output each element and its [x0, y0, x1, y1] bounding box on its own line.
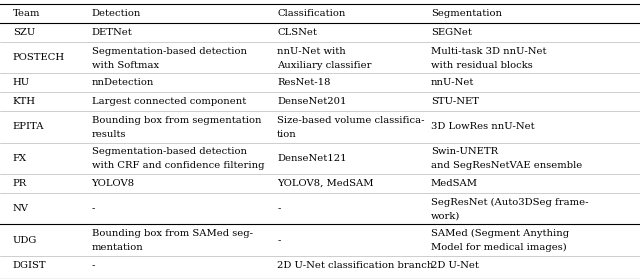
Text: with residual blocks: with residual blocks — [431, 61, 532, 70]
Text: Classification: Classification — [277, 9, 346, 18]
Text: 3D LowRes nnU-Net: 3D LowRes nnU-Net — [431, 122, 534, 131]
Text: DenseNet201: DenseNet201 — [277, 97, 347, 106]
Text: SZU: SZU — [13, 28, 35, 37]
Text: KTH: KTH — [13, 97, 36, 106]
Text: -: - — [92, 204, 95, 213]
Text: 2D U-Net: 2D U-Net — [431, 261, 479, 270]
Text: Size-based volume classifica-: Size-based volume classifica- — [277, 116, 424, 125]
Text: Segmentation: Segmentation — [431, 9, 502, 18]
Text: with CRF and confidence filtering: with CRF and confidence filtering — [92, 162, 264, 170]
Text: FX: FX — [13, 154, 27, 163]
Text: EPITA: EPITA — [13, 122, 44, 131]
Text: 2D U-Net classification branch: 2D U-Net classification branch — [277, 261, 433, 270]
Text: DETNet: DETNet — [92, 28, 132, 37]
Text: UDG: UDG — [13, 236, 37, 245]
Text: YOLOV8: YOLOV8 — [92, 179, 134, 188]
Text: work): work) — [431, 212, 460, 221]
Text: STU-NET: STU-NET — [431, 97, 479, 106]
Text: MedSAM: MedSAM — [431, 179, 477, 188]
Text: SegResNet (Auto3DSeg frame-: SegResNet (Auto3DSeg frame- — [431, 198, 588, 207]
Text: and SegResNetVAE ensemble: and SegResNetVAE ensemble — [431, 162, 582, 170]
Text: Team: Team — [13, 9, 40, 18]
Text: nnDetection: nnDetection — [92, 78, 154, 87]
Text: Bounding box from segmentation: Bounding box from segmentation — [92, 116, 261, 125]
Text: -: - — [277, 236, 280, 245]
Text: CLSNet: CLSNet — [277, 28, 317, 37]
Text: DenseNet121: DenseNet121 — [277, 154, 347, 163]
Text: SEGNet: SEGNet — [431, 28, 472, 37]
Text: results: results — [92, 130, 126, 139]
Text: nnU-Net: nnU-Net — [431, 78, 474, 87]
Text: Model for medical images): Model for medical images) — [431, 243, 566, 252]
Text: Multi-task 3D nnU-Net: Multi-task 3D nnU-Net — [431, 47, 546, 56]
Text: tion: tion — [277, 130, 297, 139]
Text: Largest connected component: Largest connected component — [92, 97, 246, 106]
Text: with Softmax: with Softmax — [92, 61, 159, 70]
Text: Bounding box from SAMed seg-: Bounding box from SAMed seg- — [92, 229, 253, 238]
Text: POSTECH: POSTECH — [13, 53, 65, 62]
Text: Swin-UNETR: Swin-UNETR — [431, 147, 498, 157]
Text: ResNet-18: ResNet-18 — [277, 78, 331, 87]
Text: -: - — [277, 204, 280, 213]
Text: PR: PR — [13, 179, 27, 188]
Text: HU: HU — [13, 78, 30, 87]
Text: Segmentation-based detection: Segmentation-based detection — [92, 47, 246, 56]
Text: mentation: mentation — [92, 243, 143, 252]
Text: Auxiliary classifier: Auxiliary classifier — [277, 61, 372, 70]
Text: Detection: Detection — [92, 9, 141, 18]
Text: nnU-Net with: nnU-Net with — [277, 47, 346, 56]
Text: YOLOV8, MedSAM: YOLOV8, MedSAM — [277, 179, 374, 188]
Text: NV: NV — [13, 204, 29, 213]
Text: Segmentation-based detection: Segmentation-based detection — [92, 147, 246, 157]
Text: -: - — [92, 261, 95, 270]
Text: DGIST: DGIST — [13, 261, 47, 270]
Text: SAMed (Segment Anything: SAMed (Segment Anything — [431, 229, 569, 238]
